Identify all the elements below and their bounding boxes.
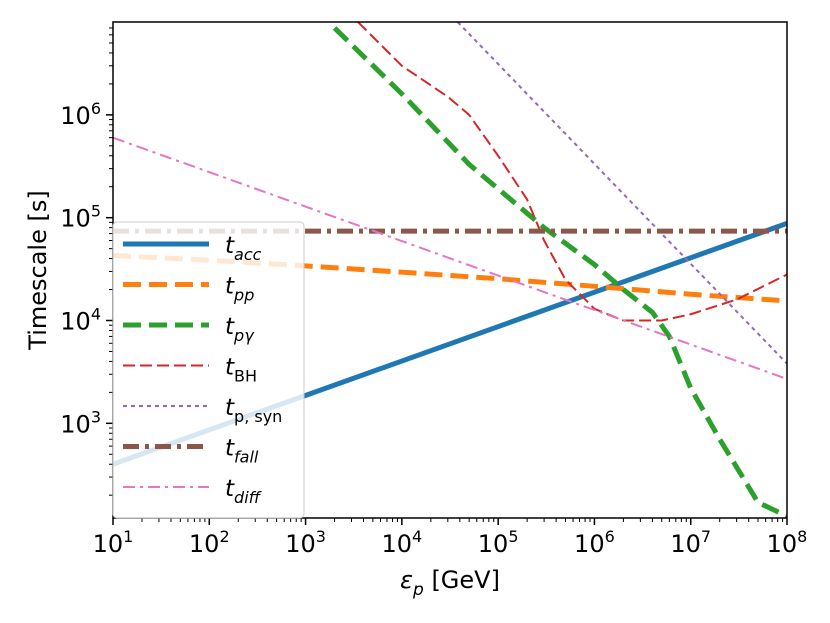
series-line-7 (113, 136, 787, 380)
x-tick-label-1-base: 10 (93, 530, 124, 558)
legend-label-1-main: t (225, 233, 235, 259)
y-tick-label-4-exponent: 6 (91, 99, 101, 118)
x-axis-title-symbol: ε (400, 566, 413, 594)
y-tick-label-3-exponent: 5 (91, 202, 101, 221)
x-tick-label-7-base: 10 (670, 530, 701, 558)
x-tick-label-1: 101 (93, 527, 134, 558)
x-tick-label-4-exponent: 4 (412, 527, 422, 546)
y-tick-label-2-exponent: 4 (91, 304, 101, 323)
x-tick-label-3-exponent: 3 (316, 527, 326, 546)
x-axis-title-sub: p (412, 580, 424, 600)
x-tick-label-7-exponent: 7 (701, 527, 711, 546)
legend-label-3-main: t (225, 314, 235, 340)
x-axis-title-unit: [GeV] (424, 566, 500, 594)
legend-label-6-main: t (225, 436, 235, 462)
series-line-4 (357, 22, 787, 322)
legend-label-6: tfall (225, 436, 259, 467)
legend-label-3-sub: pγ (233, 326, 255, 345)
x-tick-label-2-exponent: 2 (219, 527, 229, 546)
x-tick-label-5-exponent: 5 (508, 527, 518, 546)
x-tick-label-6-base: 10 (574, 530, 605, 558)
legend-label-7-main: t (225, 476, 235, 502)
x-tick-label-2: 102 (189, 527, 230, 558)
series-line-5 (456, 22, 787, 365)
y-tick-label-1: 103 (60, 407, 101, 438)
legend-label-4: tBH (225, 355, 257, 386)
legend-label-5: tp, syn (225, 395, 282, 426)
y-axis-title: Timescale [s] (24, 190, 52, 350)
x-tick-label-3: 103 (285, 527, 326, 558)
legend-label-5-main: t (225, 395, 235, 421)
legend-label-1-sub: acc (234, 245, 262, 264)
x-tick-label-8-exponent: 8 (797, 527, 807, 546)
x-tick-label-8-base: 10 (767, 530, 798, 558)
y-tick-label-3: 105 (60, 202, 101, 233)
legend-box (112, 221, 305, 519)
legend-label-3: tpγ (225, 314, 255, 345)
legend-label-2-main: t (225, 274, 235, 300)
y-tick-label-4: 106 (60, 99, 101, 130)
legend-label-4-sub: BH (234, 367, 257, 386)
legend-label-1: tacc (225, 233, 262, 264)
legend-label-6-sub: fall (234, 448, 259, 467)
x-tick-label-4-base: 10 (381, 530, 412, 558)
legend-label-2-sub: pp (233, 286, 254, 305)
legend-label-7-sub: diff (234, 488, 263, 507)
x-tick-label-5-base: 10 (478, 530, 509, 558)
x-tick-label-7: 107 (670, 527, 711, 558)
x-tick-label-3-base: 10 (285, 530, 316, 558)
legend-label-7: tdiff (225, 476, 263, 507)
y-tick-label-1-exponent: 3 (91, 407, 101, 426)
legend-label-5-sub: p, syn (234, 407, 282, 426)
x-tick-label-5: 105 (478, 527, 519, 558)
y-tick-label-4-base: 10 (60, 102, 91, 130)
legend-label-4-main: t (225, 355, 235, 381)
y-tick-label-3-base: 10 (60, 205, 91, 233)
series-line-3 (332, 26, 787, 518)
x-tick-label-6: 106 (574, 527, 615, 558)
legend-label-2: tpp (225, 274, 254, 305)
x-tick-label-8: 108 (767, 527, 808, 558)
y-tick-label-2-base: 10 (60, 307, 91, 335)
x-axis-title: εp [GeV] (400, 566, 500, 600)
x-tick-label-6-exponent: 6 (605, 527, 615, 546)
x-tick-label-4: 104 (381, 527, 422, 558)
y-tick-label-2: 104 (60, 304, 101, 335)
x-tick-label-1-exponent: 1 (123, 527, 133, 546)
x-tick-label-2-base: 10 (189, 530, 220, 558)
y-tick-label-1-base: 10 (60, 410, 91, 438)
